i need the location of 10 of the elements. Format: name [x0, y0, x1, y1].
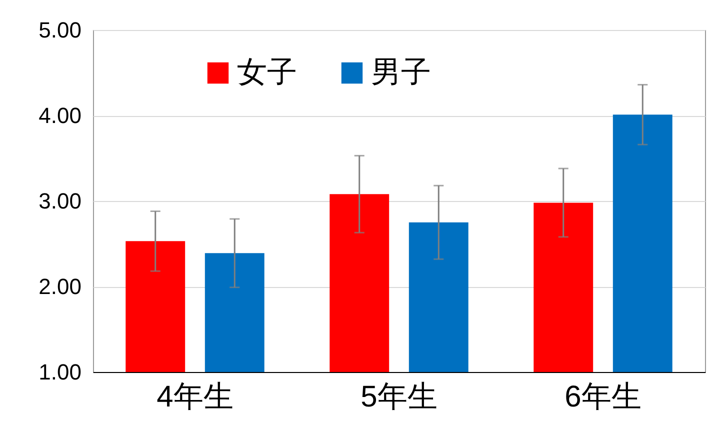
- y-tick-label: 2.00: [38, 274, 82, 299]
- x-tick-label: 4年生: [156, 380, 234, 414]
- legend-label: 女子: [237, 56, 297, 89]
- x-tick-label: 5年生: [360, 380, 438, 414]
- legend-label: 男子: [371, 56, 431, 89]
- y-tick-label: 1.00: [38, 360, 82, 384]
- y-tick-label: 5.00: [38, 18, 82, 42]
- x-tick-label: 6年生: [564, 380, 642, 414]
- y-tick-label: 4.00: [38, 103, 82, 128]
- y-tick-label: 3.00: [38, 188, 82, 214]
